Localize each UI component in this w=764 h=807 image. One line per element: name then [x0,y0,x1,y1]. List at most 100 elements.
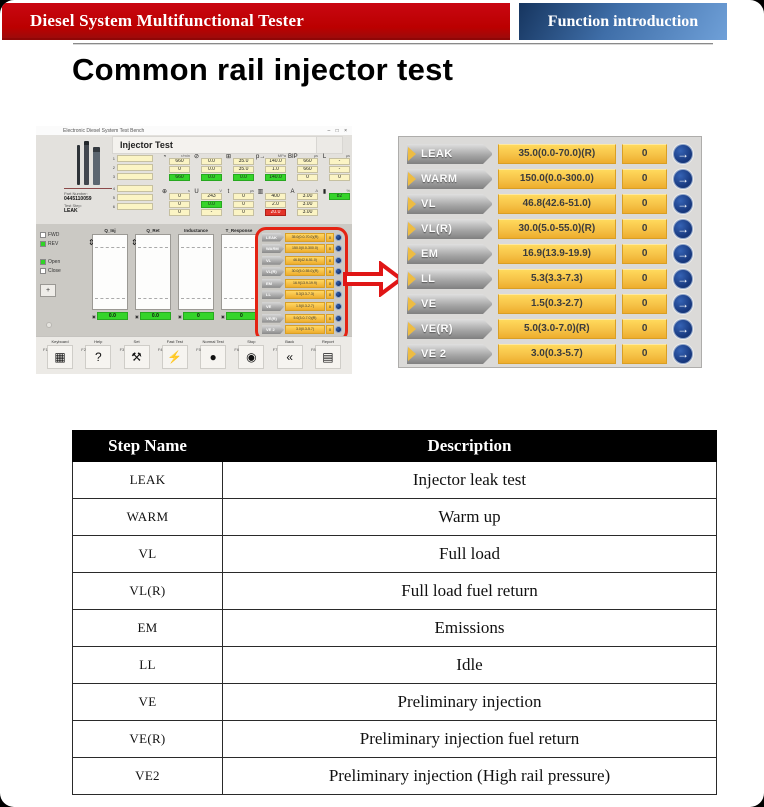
normal-test-icon: ● [209,350,217,364]
result-icon: ▣ [221,313,225,319]
mini-step-name: VE(R) [262,313,284,323]
gauge-value: - [201,209,222,216]
gauge-cluster: ⊞ 35.0 35.0 0.0 [224,153,254,186]
channel-index: 6 [112,203,115,209]
step-button[interactable]: VE [407,294,492,314]
mini-step-row: VE 1.5(0.3-2.7) 0 [262,302,344,312]
step-go-button[interactable]: → [673,144,693,164]
test-step-value: LEAK [64,208,78,214]
tester-app-screenshot: Electronic Diesel System Test Bench – □ … [36,126,352,374]
step-row: VL 46.8(42.6-51.0) 0 → [407,194,693,214]
step-target-value: 30.0(5.0-55.0)(R) [497,219,616,239]
step-target-value: 3.0(0.3-5.7) [497,344,616,364]
toolbar-help-button: Help F2 ? [81,339,114,374]
gauge-cluster: BIP μs 660 660 0 [288,153,318,186]
step-go-button[interactable]: → [673,344,693,364]
toolbar-stop-button: Stop F6 ◉ [234,339,267,374]
mini-step-row: WARM 150.0(0.0-300.0) 0 [262,244,344,254]
step-button[interactable]: VE 2 [407,344,492,364]
mini-go-button-icon [335,233,342,241]
description-cell: Warm up [222,498,717,536]
mini-go-button-icon [335,303,342,311]
toolbar-report-button: Report F8 ▤ [310,339,344,374]
right-arrow-icon: → [677,197,690,211]
fkey-label: F3 [119,347,125,352]
gauge-unit: μs [345,153,350,158]
mini-step-name: LL [262,290,284,300]
mini-step-name: VE [262,302,284,312]
checkbox-label: Open [48,259,61,265]
zoom-arrow-icon [343,261,403,297]
injector-icon [92,147,100,185]
description-cell: Idle [222,646,717,684]
channel-index: 4 [112,185,115,191]
mini-step-name: VL(R) [262,267,284,277]
gauge-value: 0 [233,209,254,216]
chart-result-value: 0 [182,312,214,320]
part-number-label: Part Number: [64,191,88,196]
description-cell: Full load fuel return [222,572,717,610]
channel-input-field [117,163,153,171]
step-button[interactable]: VL(R) [407,219,492,239]
step-name-cell: VE(R) [72,720,223,758]
channel-index: 5 [112,194,115,200]
gauge-value: 660 [297,166,318,173]
step-go-button[interactable]: → [673,169,693,189]
gauge-icon: t [227,189,230,195]
step-go-button[interactable]: → [673,219,693,239]
chevron-triangle-icon [408,322,416,336]
step-button[interactable]: LEAK [407,144,492,164]
table-row: WARM Warm up [72,498,717,536]
step-button[interactable]: VE(R) [407,319,492,339]
gauge-cluster: A A 3.00 3.00 3.00 [288,188,318,221]
tab-label: Function introduction [547,12,699,30]
gauge-value: 3.00 [297,193,318,200]
step-name: LL [421,273,436,285]
channel-index: 1 [112,155,115,161]
mini-step-value: 35.0(0.0-70.0)(R) [285,232,325,242]
gauge-value: 3.00 [297,201,318,208]
minimize-icon: – [327,127,333,134]
step-go-button[interactable]: → [673,319,693,339]
mini-step-row: VL 46.8(42.6-51.0) 0 [262,255,344,265]
step-name-cell: LEAK [72,461,223,499]
mini-go-button-icon [335,326,342,334]
gauge-value: 140.0 [265,174,286,181]
step-count: 0 [621,169,668,189]
description-cell: Preliminary injection [222,683,717,721]
step-button[interactable]: VL [407,194,492,214]
step-go-button[interactable]: → [673,194,693,214]
step-button[interactable]: LL [407,269,492,289]
gauge-value: 243 [201,193,222,200]
mini-step-value: 150.0(0.0-300.0) [285,244,325,254]
report-icon: ▤ [322,350,334,364]
gauge-icon: BIP [288,154,298,160]
fkey-label: F8 [310,347,316,352]
page-title: Common rail injector test [72,52,454,87]
step-go-button[interactable]: → [673,244,693,264]
gauge-value: 660 [169,174,190,181]
step-button[interactable]: EM [407,244,492,264]
mini-step-row: VL(R) 30.0(5.0-55.0)(R) 0 [262,267,344,277]
tab-function-introduction[interactable]: Function introduction [519,3,727,40]
gauge-value: 0 [297,174,318,181]
mini-step-count: 0 [326,313,334,323]
step-go-button[interactable]: → [673,294,693,314]
gauge-icon: U [194,189,199,195]
mini-step-count: 0 [326,267,334,277]
gauge-cluster: L μs --0 [320,153,350,186]
right-arrow-icon: → [677,247,690,261]
header-divider [73,43,713,45]
step-go-button[interactable]: → [673,269,693,289]
fast-test-icon: ⚡ [167,350,183,364]
table-row: VL(R) Full load fuel return [72,572,717,610]
toolbar-button-label: Back [285,339,295,344]
mini-go-button-icon [335,268,342,276]
chart-t_response: T_Response ▣ 0 [221,228,257,320]
brand-banner: Diesel System Multifunctional Tester [2,3,510,40]
gauge-cluster: ⊘ 0.0 0.0 0.0 [192,153,222,186]
step-button[interactable]: WARM [407,169,492,189]
mini-step-value: 5.3(3.3-7.3) [285,290,325,300]
